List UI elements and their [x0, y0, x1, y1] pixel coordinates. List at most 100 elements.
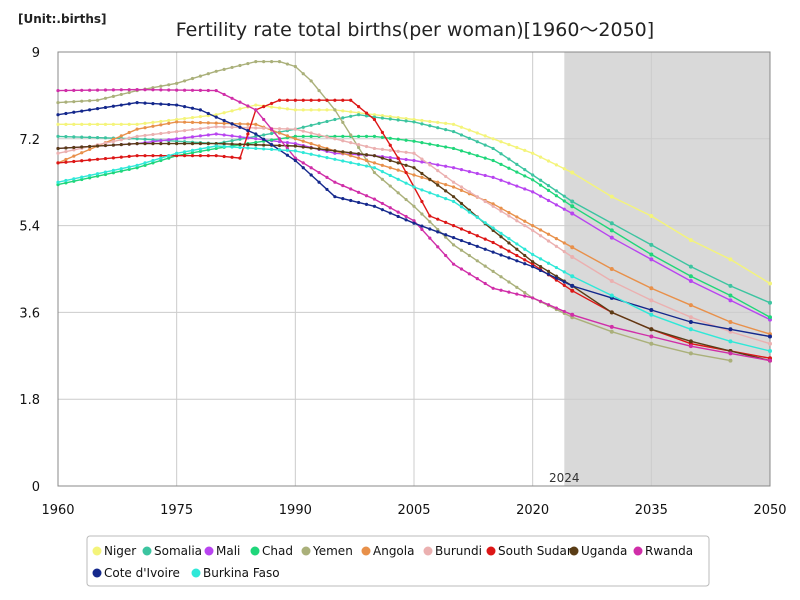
- data-point: [254, 137, 258, 141]
- data-point: [554, 237, 559, 241]
- data-point: [459, 133, 464, 137]
- series-angola: [56, 120, 772, 337]
- data-point: [119, 103, 123, 107]
- legend-item[interactable]: Cote d'Ivoire: [92, 566, 180, 580]
- data-point: [388, 173, 392, 178]
- data-point: [88, 108, 92, 112]
- data-point: [214, 132, 218, 136]
- data-point: [182, 116, 187, 121]
- data-point: [262, 133, 266, 137]
- data-point: [523, 294, 527, 298]
- data-point: [372, 134, 377, 138]
- data-point: [301, 161, 305, 165]
- data-point: [64, 157, 68, 162]
- data-point: [72, 110, 76, 114]
- legend-item[interactable]: Yemen: [301, 544, 353, 558]
- data-point: [507, 241, 511, 245]
- data-point: [444, 253, 448, 258]
- data-point: [475, 140, 479, 144]
- data-point: [80, 177, 84, 182]
- legend-item[interactable]: Somalia: [142, 544, 203, 558]
- legend-label: Yemen: [312, 544, 353, 558]
- data-point: [198, 142, 202, 146]
- data-point: [436, 126, 440, 130]
- data-point: [420, 227, 424, 232]
- legend-item[interactable]: Niger: [92, 544, 137, 558]
- data-point: [459, 238, 464, 243]
- data-point: [80, 145, 84, 149]
- legend-box: [86, 535, 710, 587]
- data-point: [523, 262, 527, 266]
- data-point: [451, 146, 456, 151]
- data-point: [444, 128, 448, 132]
- data-point: [206, 72, 210, 76]
- data-point: [428, 191, 432, 195]
- legend-item[interactable]: Rwanda: [633, 544, 694, 558]
- legend-item[interactable]: Chad: [250, 544, 293, 558]
- data-point: [159, 158, 163, 163]
- data-point: [111, 139, 115, 144]
- data-point: [175, 142, 179, 146]
- data-point: [151, 101, 155, 106]
- data-point: [570, 283, 575, 288]
- data-point: [562, 250, 566, 254]
- data-point: [420, 199, 424, 204]
- data-point: [451, 262, 456, 266]
- data-point: [325, 135, 329, 139]
- data-point: [499, 245, 503, 249]
- data-point: [325, 175, 329, 179]
- data-point: [357, 200, 361, 205]
- legend-item[interactable]: Mali: [204, 544, 241, 558]
- data-point: [396, 156, 400, 160]
- data-point: [175, 117, 179, 122]
- data-point: [436, 143, 440, 148]
- data-point: [325, 108, 329, 112]
- data-point: [293, 137, 297, 141]
- data-point: [349, 110, 353, 114]
- data-point: [570, 170, 575, 175]
- legend-item[interactable]: South Sudan: [486, 544, 575, 558]
- data-point: [159, 84, 163, 88]
- data-point: [103, 143, 108, 148]
- data-point: [293, 156, 297, 160]
- data-point: [95, 172, 100, 176]
- data-point: [546, 232, 551, 236]
- data-point: [254, 140, 258, 145]
- data-point: [609, 267, 614, 271]
- data-point: [333, 151, 337, 155]
- data-point: [420, 188, 424, 192]
- data-point: [428, 227, 432, 231]
- data-point: [95, 98, 100, 102]
- data-point: [459, 188, 464, 192]
- legend-item[interactable]: Angola: [361, 544, 415, 558]
- data-point: [436, 183, 440, 187]
- data-point: [127, 167, 131, 172]
- data-point: [135, 166, 139, 170]
- data-point: [214, 146, 218, 151]
- legend-item[interactable]: Uganda: [569, 544, 628, 558]
- data-point: [103, 122, 108, 126]
- data-point: [309, 131, 313, 135]
- data-point: [135, 88, 139, 92]
- data-point: [309, 146, 313, 150]
- data-point: [206, 126, 210, 130]
- data-point: [293, 127, 297, 131]
- data-point: [459, 267, 464, 271]
- data-point: [254, 103, 258, 107]
- data-point: [609, 228, 614, 233]
- data-point: [214, 115, 218, 119]
- data-point: [88, 135, 92, 139]
- data-point: [175, 103, 179, 107]
- data-point: [523, 258, 527, 262]
- data-point: [444, 220, 448, 224]
- legend-item[interactable]: Burundi: [423, 544, 482, 558]
- data-point: [523, 253, 527, 258]
- data-point: [325, 187, 329, 192]
- data-point: [111, 156, 115, 160]
- data-point: [444, 189, 448, 193]
- data-point: [649, 298, 654, 303]
- data-point: [412, 117, 416, 122]
- data-point: [246, 132, 250, 136]
- data-point: [246, 126, 250, 130]
- legend-item[interactable]: Burkina Faso: [191, 566, 280, 580]
